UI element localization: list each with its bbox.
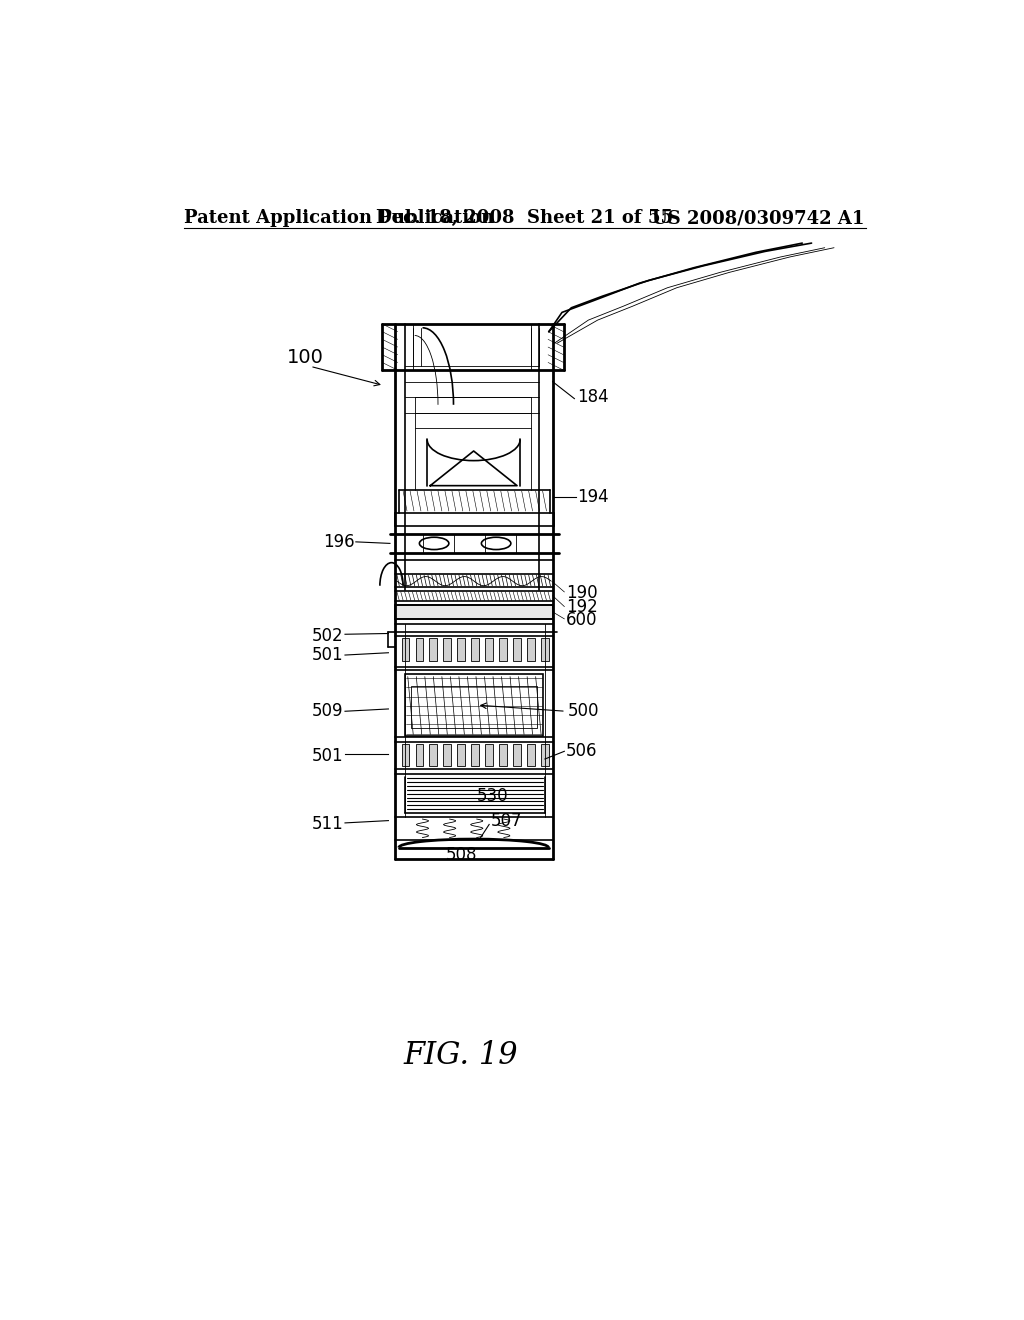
Text: 190: 190	[566, 585, 597, 602]
Text: 506: 506	[566, 742, 597, 760]
Bar	[429, 638, 437, 661]
Bar	[401, 638, 410, 661]
Text: 192: 192	[566, 598, 598, 615]
Text: 530: 530	[477, 787, 508, 805]
Bar	[513, 638, 521, 661]
Text: 501: 501	[312, 645, 343, 664]
Bar	[395, 605, 553, 619]
Bar	[411, 686, 538, 729]
Bar	[458, 638, 465, 661]
Bar	[404, 675, 544, 737]
Bar	[513, 744, 521, 766]
Text: 196: 196	[323, 533, 354, 550]
Bar	[500, 638, 507, 661]
Text: 501: 501	[312, 747, 343, 764]
Bar	[429, 744, 437, 766]
Bar	[458, 744, 465, 766]
Bar	[500, 744, 507, 766]
Text: 600: 600	[566, 611, 597, 630]
Bar	[443, 638, 452, 661]
Bar	[471, 638, 479, 661]
Bar	[485, 744, 493, 766]
Text: 184: 184	[578, 388, 609, 407]
Text: 508: 508	[445, 846, 477, 865]
Bar	[471, 744, 479, 766]
Text: Patent Application Publication: Patent Application Publication	[183, 210, 494, 227]
Bar	[541, 744, 549, 766]
Text: FIG. 19: FIG. 19	[403, 1040, 518, 1071]
Text: 100: 100	[287, 347, 324, 367]
Bar	[443, 744, 452, 766]
Bar	[485, 638, 493, 661]
Text: 194: 194	[578, 488, 609, 506]
Bar	[527, 638, 535, 661]
Bar	[541, 638, 549, 661]
Text: 502: 502	[312, 627, 343, 644]
Text: 511: 511	[311, 816, 343, 833]
Text: 500: 500	[568, 702, 600, 721]
Text: US 2008/0309742 A1: US 2008/0309742 A1	[652, 210, 864, 227]
Text: 509: 509	[312, 702, 343, 721]
Bar	[401, 744, 410, 766]
Text: Dec. 18, 2008  Sheet 21 of 55: Dec. 18, 2008 Sheet 21 of 55	[376, 210, 674, 227]
Text: 507: 507	[490, 812, 522, 829]
Bar	[527, 744, 535, 766]
Bar	[416, 744, 423, 766]
Bar	[416, 638, 423, 661]
